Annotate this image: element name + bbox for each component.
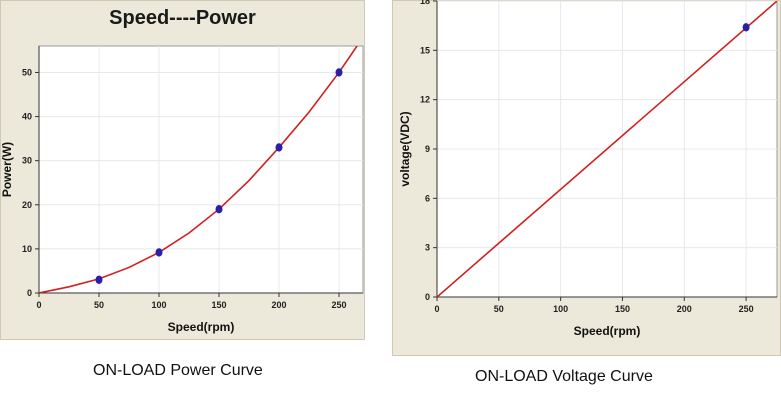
y-tick-label: 9 [425, 144, 430, 154]
y-axis-label: voltage(VDC) [398, 111, 412, 186]
x-tick-label: 0 [36, 300, 41, 310]
x-tick-label: 200 [677, 304, 692, 314]
chart-title: Speed----Power [109, 7, 256, 29]
series-line [437, 1, 777, 297]
y-tick-label: 50 [22, 67, 32, 77]
x-tick-label: 150 [211, 300, 226, 310]
data-point [95, 275, 103, 284]
data-point [275, 143, 283, 152]
voltage-chart-panel: 0 50 100 150 200 250 0 3 6 9 12 15 18 Speed(rpm) volta… [392, 0, 781, 356]
data-point [742, 23, 750, 32]
y-tick-label: 3 [425, 243, 430, 253]
y-tick-label: 15 [420, 45, 430, 55]
power-chart-panel: Speed----Power 0 50 100 150 200 250 0 10 20 30 40 5… [0, 0, 365, 340]
plot-area [38, 45, 364, 294]
x-axis-label: Speed(rpm) [574, 324, 641, 338]
x-tick-label: 250 [739, 304, 754, 314]
y-tick-label: 40 [22, 112, 32, 122]
power-chart-caption: ON-LOAD Power Curve [93, 362, 263, 379]
y-tick-label: 12 [420, 95, 430, 105]
voltage-chart: 0 50 100 150 200 250 0 3 6 9 12 15 18 Speed(rpm) volta… [398, 0, 778, 338]
power-chart: 0 50 100 150 200 250 0 10 20 30 40 50 Speed(rpm) Powe… [0, 45, 364, 334]
y-tick-label: 0 [425, 292, 430, 302]
voltage-chart-caption: ON-LOAD Voltage Curve [475, 368, 653, 385]
y-tick-label: 6 [425, 193, 430, 203]
y-tick-label: 0 [27, 288, 32, 298]
y-tick-label: 10 [22, 244, 32, 254]
x-axis-label: Speed(rpm) [168, 320, 235, 334]
x-tick-label: 250 [331, 300, 346, 310]
x-tick-label: 0 [434, 304, 439, 314]
x-tick-label: 50 [94, 300, 104, 310]
x-tick-label: 100 [553, 304, 568, 314]
x-tick-label: 100 [151, 300, 166, 310]
data-point [155, 248, 163, 257]
x-tick-label: 200 [271, 300, 286, 310]
data-point [215, 204, 223, 214]
y-tick-label: 20 [22, 200, 32, 210]
y-axis-label: Power(W) [0, 142, 14, 197]
x-tick-label: 50 [494, 304, 504, 314]
y-tick-label: 18 [420, 0, 430, 6]
data-point [335, 68, 343, 77]
y-tick-label: 30 [22, 156, 32, 166]
x-tick-label: 150 [615, 304, 630, 314]
series-line [39, 46, 358, 293]
